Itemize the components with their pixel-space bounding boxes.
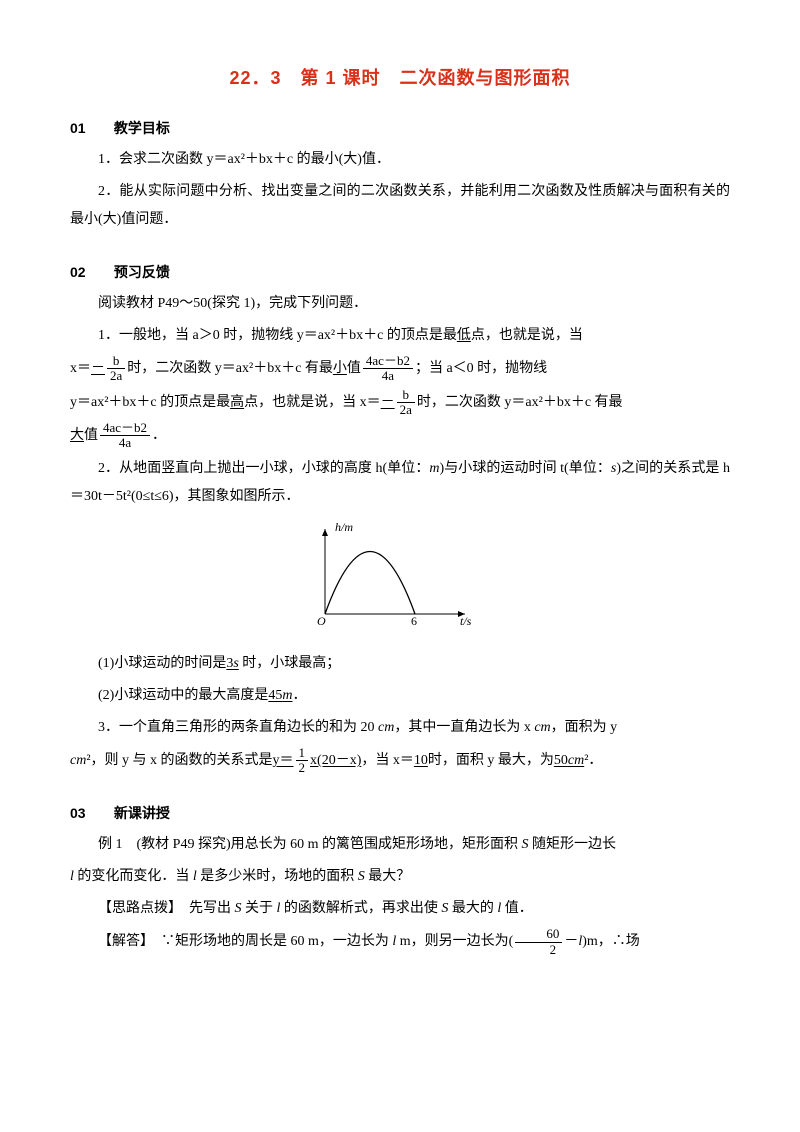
example1: 例 1 (教材 P49 探究)用总长为 60 m 的篱笆围成矩形场地，矩形面积 … — [70, 831, 730, 859]
s02-item3-line1: 3．一个直角三角形的两条直角边长的和为 20 cm，其中一直角边长为 x cm，… — [70, 714, 730, 742]
section-label: 新课讲授 — [114, 805, 170, 821]
xlabel: t/s — [460, 614, 472, 628]
s02-item3-line2: cm²，则 y 与 x 的函数的关系式是y＝12x(20－x)，当 x＝10时，… — [70, 746, 730, 776]
y-arrow — [322, 529, 328, 536]
s02-item1-line3: y＝ax²＋bx＋c 的顶点是最高点，也就是说，当 x＝－b2a时，二次函数 y… — [70, 388, 730, 418]
section-num: 02 — [70, 258, 110, 286]
s02-intro: 阅读教材 P49～50(探究 1)，完成下列问题． — [70, 290, 730, 318]
section-num: 03 — [70, 799, 110, 827]
s01-p2: 2．能从实际问题中分析、找出变量之间的二次函数关系，并能利用二次函数及性质解决与… — [70, 178, 730, 234]
s01-p1: 1．会求二次函数 y＝ax²＋bx＋c 的最小(大)值． — [70, 146, 730, 174]
example1-cont: l 的变化而变化．当 l 是多少米时，场地的面积 S 最大？ — [70, 863, 730, 891]
section-01-head: 01 教学目标 — [70, 114, 730, 142]
s02-q1: (1)小球运动的时间是3s 时，小球最高； — [70, 650, 730, 678]
s02-item2: 2．从地面竖直向上抛出一小球，小球的高度 h(单位：m)与小球的运动时间 t(单… — [70, 455, 730, 511]
answer: 【解答】 ∵矩形场地的周长是 60 m，一边长为 l m，则另一边长为(602－… — [70, 927, 730, 957]
xtick: 6 — [411, 614, 417, 628]
page-title: 22．3 第 1 课时 二次函数与图形面积 — [70, 60, 730, 96]
s02-item1-line4: 大值4ac－b24a． — [70, 421, 730, 451]
hint: 【思路点拨】 先写出 S 关于 l 的函数解析式，再求出使 S 最大的 l 值． — [70, 895, 730, 923]
parabola-figure: h/m O 6 t/s — [70, 519, 730, 640]
section-02-head: 02 预习反馈 — [70, 258, 730, 286]
section-num: 01 — [70, 114, 110, 142]
section-label: 预习反馈 — [114, 264, 170, 280]
s02-item1-line2: x＝－b2a时，二次函数 y＝ax²＋bx＋c 有最小值4ac－b24a；当 a… — [70, 354, 730, 384]
s02-q2: (2)小球运动中的最大高度是45m． — [70, 682, 730, 710]
section-03-head: 03 新课讲授 — [70, 799, 730, 827]
parabola-curve — [325, 551, 415, 614]
s02-item1-line1: 1．一般地，当 a＞0 时，抛物线 y＝ax²＋bx＋c 的顶点是最低点，也就是… — [70, 322, 730, 350]
origin-label: O — [317, 614, 326, 628]
section-label: 教学目标 — [114, 120, 170, 136]
ylabel: h/m — [335, 520, 353, 534]
